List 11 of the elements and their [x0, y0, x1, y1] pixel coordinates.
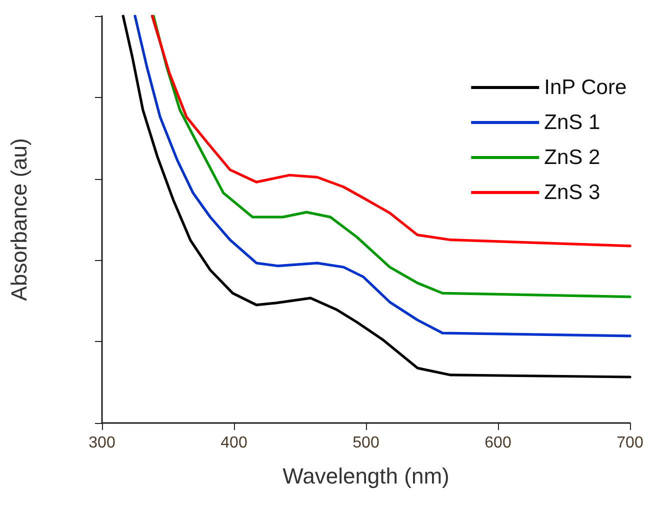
x-tick-label: 700 — [616, 434, 644, 452]
x-tick-label: 400 — [220, 434, 248, 452]
legend-label: ZnS 3 — [544, 181, 600, 204]
legend-label: ZnS 1 — [544, 111, 600, 134]
y-axis-title: Absorbance (au) — [6, 138, 32, 301]
legend-label: ZnS 2 — [544, 146, 600, 169]
legend-label: InP Core — [544, 76, 627, 99]
x-tick-label: 500 — [352, 434, 380, 452]
x-tick-label: 600 — [484, 434, 512, 452]
x-axis-title: Wavelength (nm) — [282, 464, 450, 488]
x-tick-label: 300 — [88, 434, 116, 452]
